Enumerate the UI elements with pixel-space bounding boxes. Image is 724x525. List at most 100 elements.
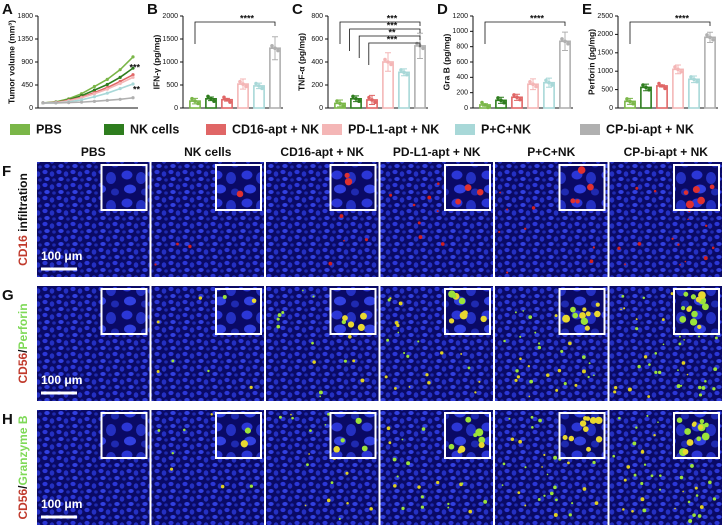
signal bbox=[637, 242, 642, 246]
column-header: PD-L1-apt + NK bbox=[393, 145, 481, 159]
signal bbox=[678, 342, 682, 346]
replicate-dot bbox=[711, 37, 715, 42]
signal bbox=[549, 491, 554, 496]
signal bbox=[686, 373, 689, 376]
signal bbox=[690, 464, 694, 468]
signal bbox=[312, 360, 316, 364]
signal bbox=[387, 298, 391, 302]
y-tick-label: 200 bbox=[311, 82, 323, 89]
signal bbox=[557, 368, 562, 373]
inset bbox=[100, 412, 148, 459]
signal bbox=[554, 314, 558, 318]
inset-signal bbox=[251, 298, 257, 303]
signal bbox=[514, 311, 517, 314]
signal bbox=[662, 343, 665, 346]
signal bbox=[687, 218, 689, 221]
signal bbox=[319, 395, 322, 398]
y-tick-label: 450 bbox=[21, 82, 33, 89]
inset-signal bbox=[340, 438, 345, 443]
replicate-dot bbox=[676, 67, 680, 72]
inset-signal bbox=[701, 432, 710, 441]
signal bbox=[276, 324, 281, 329]
replicate-dot bbox=[689, 75, 693, 79]
signal bbox=[589, 259, 594, 264]
significance-bracket bbox=[349, 28, 421, 51]
y-tick-label: 2000 bbox=[597, 31, 613, 38]
point bbox=[92, 88, 97, 92]
legend-label: CP-bi-apt + NK bbox=[606, 122, 694, 136]
point bbox=[79, 100, 84, 104]
inset-signal bbox=[478, 436, 486, 444]
row-label-part: CD16 bbox=[16, 235, 30, 266]
signal bbox=[528, 315, 533, 319]
signal bbox=[427, 195, 432, 200]
significance-bracket bbox=[629, 21, 711, 44]
signal bbox=[309, 429, 312, 432]
signal bbox=[276, 317, 280, 321]
signal bbox=[695, 494, 699, 497]
column-header: CP-bi-apt + NK bbox=[624, 145, 709, 159]
inset-signal bbox=[692, 185, 700, 194]
replicate-dot bbox=[695, 79, 699, 84]
y-tick-label: 1000 bbox=[597, 68, 613, 75]
signal bbox=[517, 491, 521, 495]
inset-signal bbox=[236, 190, 244, 198]
replicate-dot bbox=[270, 44, 274, 48]
signal bbox=[568, 341, 572, 346]
row-label-part: / bbox=[16, 349, 30, 353]
signal bbox=[568, 513, 572, 517]
signal bbox=[617, 246, 621, 250]
inset-signal bbox=[448, 443, 455, 450]
point bbox=[67, 101, 71, 105]
signal bbox=[312, 295, 315, 298]
replicate-dot bbox=[212, 99, 216, 103]
replicate-dot bbox=[496, 96, 500, 100]
signal bbox=[440, 242, 445, 246]
signal bbox=[543, 453, 546, 457]
inset-signal bbox=[583, 416, 588, 421]
y-tick-label: 0 bbox=[29, 105, 33, 112]
signal bbox=[171, 359, 175, 363]
inset-signal bbox=[475, 428, 484, 437]
signal bbox=[330, 481, 334, 485]
inset-signal bbox=[462, 310, 468, 316]
signal bbox=[553, 512, 558, 517]
replicate-dot bbox=[692, 77, 696, 82]
inset-signal bbox=[344, 172, 350, 178]
inset-signal bbox=[697, 196, 705, 205]
y-tick-label: 1000 bbox=[162, 59, 178, 66]
inset-signal bbox=[448, 318, 455, 324]
inset-signal bbox=[342, 315, 348, 321]
point bbox=[105, 77, 109, 81]
replicate-dot bbox=[560, 37, 564, 41]
signal bbox=[436, 480, 440, 485]
signal bbox=[420, 495, 425, 499]
signal bbox=[157, 429, 161, 432]
panel-letter: D bbox=[437, 1, 448, 18]
y-tick-label: 400 bbox=[311, 59, 323, 66]
signal bbox=[677, 243, 680, 246]
signal bbox=[714, 336, 718, 340]
inset-signal bbox=[577, 166, 586, 174]
y-tick-label: 800 bbox=[456, 44, 468, 51]
legend-swatch bbox=[322, 124, 342, 135]
replicate-dot bbox=[238, 79, 242, 84]
inset-signal bbox=[683, 291, 689, 297]
inset-signal bbox=[478, 442, 485, 449]
signal bbox=[514, 378, 518, 383]
inset-signal bbox=[584, 325, 590, 331]
inset-signal bbox=[361, 445, 368, 452]
inset-signal bbox=[562, 314, 571, 323]
signal bbox=[712, 497, 717, 501]
signal bbox=[635, 327, 639, 331]
replicate-dot bbox=[660, 84, 664, 88]
y-tick-label: 2000 bbox=[162, 13, 178, 20]
signal bbox=[169, 467, 174, 471]
replicate-dot bbox=[518, 97, 522, 102]
signal bbox=[650, 474, 654, 478]
inset-signal bbox=[684, 428, 692, 435]
significance: ** bbox=[133, 84, 141, 94]
replicate-dot bbox=[631, 101, 635, 106]
signal bbox=[440, 351, 444, 355]
inset-signal bbox=[689, 318, 698, 326]
